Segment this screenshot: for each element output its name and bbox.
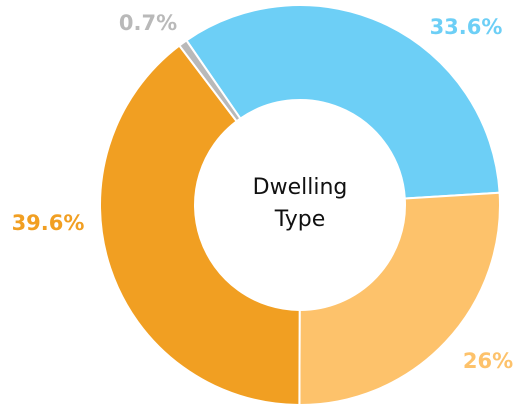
donut-slice — [298, 191, 501, 406]
value-label: 39.6% — [12, 211, 85, 235]
donut-slice — [177, 38, 242, 123]
center-label: Dwelling — [253, 175, 348, 200]
value-label: 26% — [463, 349, 513, 373]
center-label: Type — [274, 207, 326, 232]
donut-slice — [185, 4, 501, 200]
value-label: 0.7% — [119, 11, 177, 35]
donut-slice — [99, 44, 301, 407]
value-label: 33.6% — [430, 15, 503, 39]
